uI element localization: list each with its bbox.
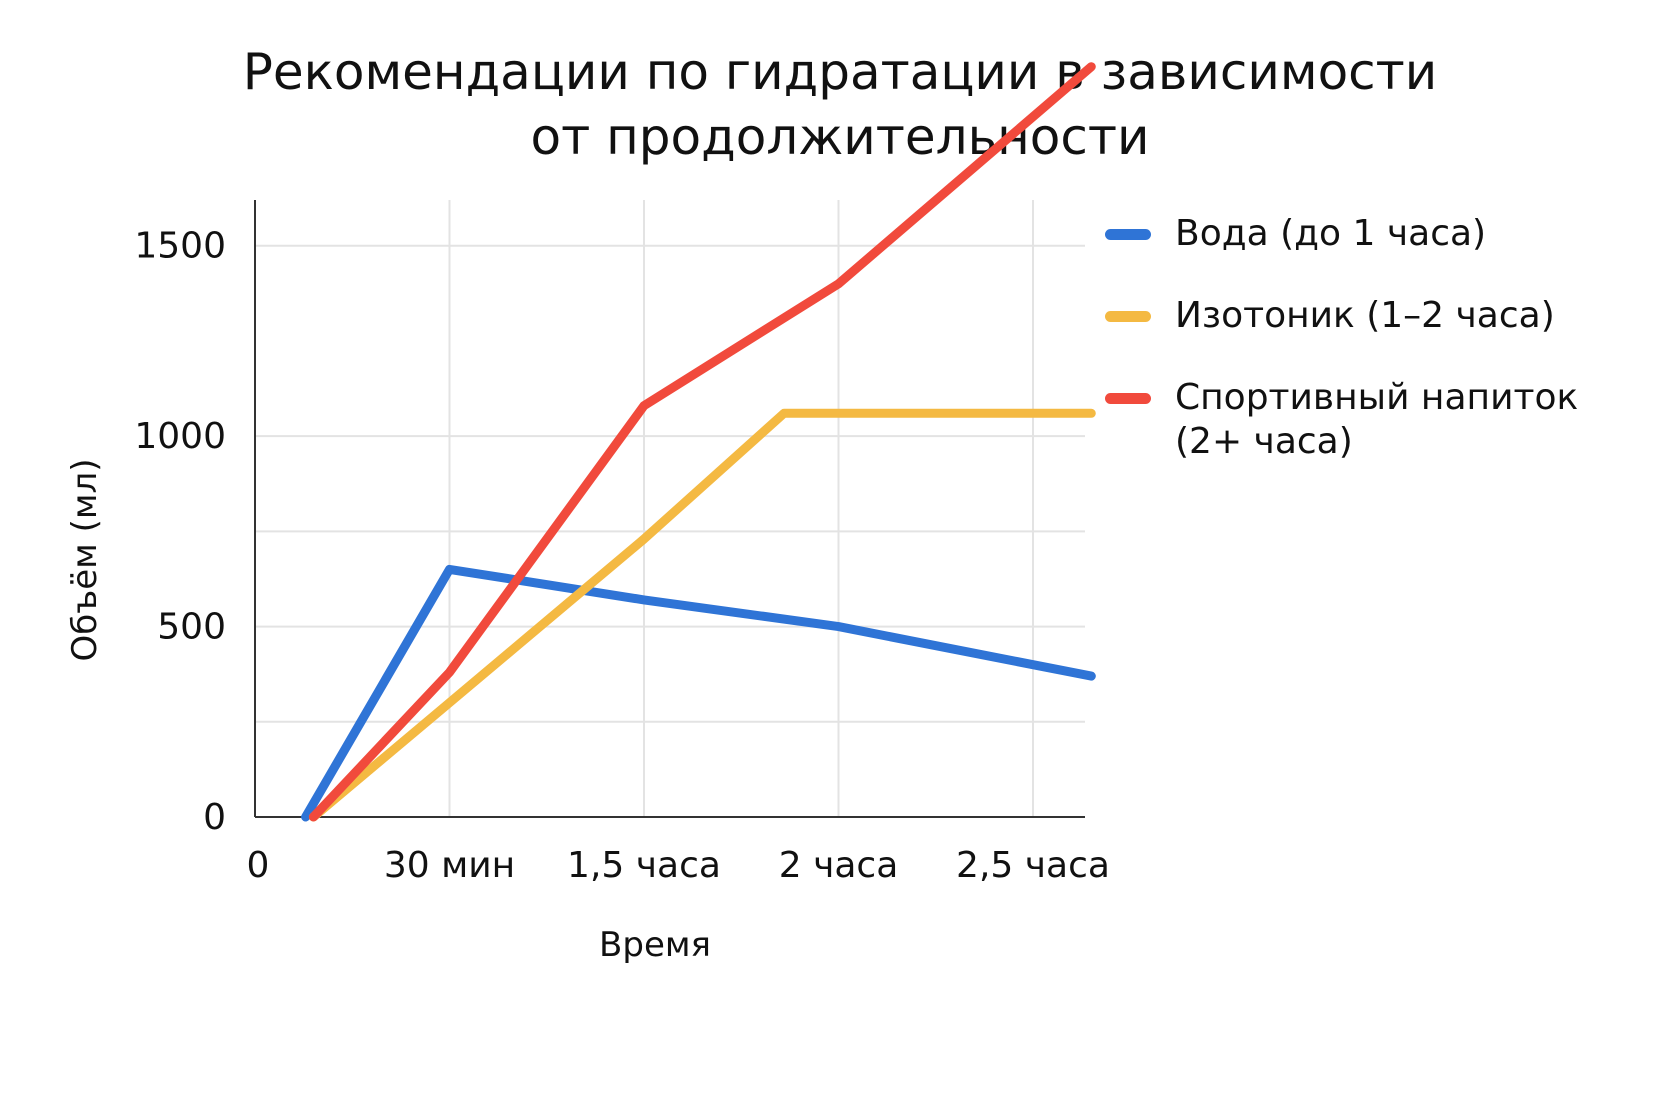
- legend: Вода (до 1 часа) Изотоник (1–2 часа) Спо…: [1105, 212, 1665, 502]
- legend-label-water: Вода (до 1 часа): [1175, 213, 1487, 254]
- y-tick-label: 0: [203, 797, 226, 838]
- y-tick-label: 500: [157, 607, 226, 648]
- y-tick-label: 1000: [134, 416, 226, 457]
- series-layer: [301, 62, 1096, 822]
- legend-item-isotonic: Изотоник (1–2 часа): [1105, 294, 1665, 338]
- series-line-sports-drink: [308, 62, 1096, 822]
- x-axis-label: Время: [599, 925, 711, 965]
- chart-title: Рекомендации по гидратации в зависимости…: [0, 40, 1680, 170]
- legend-item-water: Вода (до 1 часа): [1105, 212, 1665, 256]
- y-tick-label: 1500: [134, 226, 226, 267]
- legend-label-isotonic: Изотоник (1–2 часа): [1175, 295, 1555, 336]
- legend-swatch-sports-drink: [1105, 393, 1151, 404]
- tick-labels: 0 500 1000 1500 0 30 мин 1,5 часа 2 часа 2,5 час…: [134, 226, 1110, 886]
- x-tick-label: 30 мин: [384, 845, 515, 886]
- axes-layer: [254, 200, 1085, 818]
- y-axis-label-wrap: Объём (мл): [45, 458, 125, 661]
- x-tick-label: 0: [247, 845, 270, 886]
- legend-label-sports-drink: Спортивный напиток (2+ часа): [1175, 377, 1579, 462]
- x-tick-label: 1,5 часа: [567, 845, 721, 886]
- chart-title-line-1: Рекомендации по гидратации в зависимости: [242, 43, 1438, 101]
- legend-item-sports-drink: Спортивный напиток (2+ часа): [1105, 376, 1665, 464]
- x-tick-label: 2 часа: [779, 845, 899, 886]
- series-line-isotonic: [308, 408, 1096, 822]
- y-axis-label: Объём (мл): [65, 458, 105, 662]
- grid-layer: [255, 200, 1085, 817]
- chart-title-line-2: от продолжительности: [530, 108, 1150, 166]
- x-tick-label: 2,5 часа: [956, 845, 1110, 886]
- legend-swatch-water: [1105, 229, 1151, 240]
- series-line-water: [301, 564, 1096, 822]
- legend-swatch-isotonic: [1105, 311, 1151, 322]
